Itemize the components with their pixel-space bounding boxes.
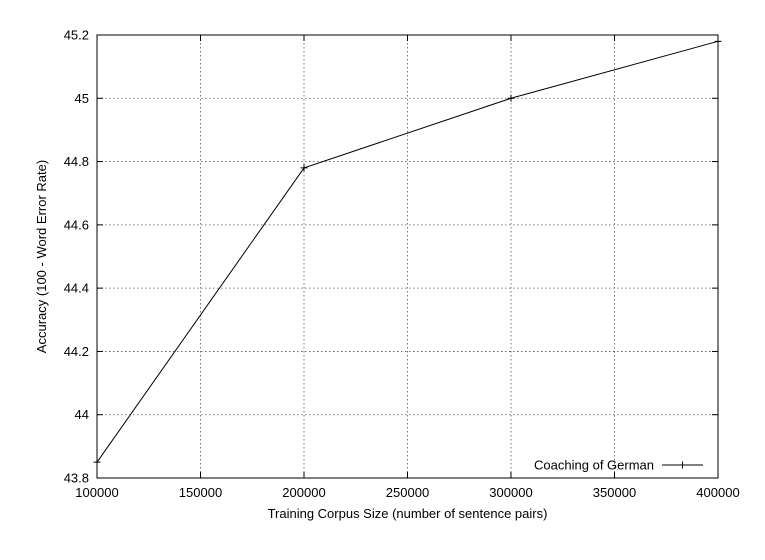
x-tick-label: 100000 xyxy=(75,485,118,500)
legend-marker xyxy=(679,461,686,469)
x-tick-label: 250000 xyxy=(386,485,429,500)
series-line xyxy=(96,40,719,463)
data-point xyxy=(300,164,308,172)
x-tick-label: 150000 xyxy=(179,485,222,500)
x-tick-label: 350000 xyxy=(593,485,636,500)
axis-ticks: 100000 150000 200000 250000 300000 350000 4000… xyxy=(64,28,740,501)
y-tick-label: 44.4 xyxy=(64,281,89,296)
y-tick-label: 44.2 xyxy=(64,344,89,359)
y-tick-label: 44 xyxy=(75,407,89,422)
data-point xyxy=(93,458,101,466)
series xyxy=(93,37,722,466)
y-tick-label: 45 xyxy=(75,91,89,106)
y-axis-title: Accuracy (100 - Word Error Rate) xyxy=(34,160,49,353)
y-tick-label: 45.2 xyxy=(64,28,89,43)
data-point xyxy=(507,94,515,102)
y-tick-label: 44.6 xyxy=(64,217,89,232)
y-tick-label: 43.8 xyxy=(64,471,89,486)
data-point xyxy=(714,37,722,45)
x-axis-title: Training Corpus Size (number of sentence… xyxy=(268,506,548,521)
x-tick-label: 300000 xyxy=(489,485,532,500)
legend: Coaching of German xyxy=(534,458,703,473)
grid xyxy=(97,35,718,478)
y-tick-label: 44.8 xyxy=(64,154,89,169)
legend-label: Coaching of German xyxy=(534,458,654,473)
x-tick-label: 200000 xyxy=(282,485,325,500)
x-tick-label: 400000 xyxy=(696,485,739,500)
